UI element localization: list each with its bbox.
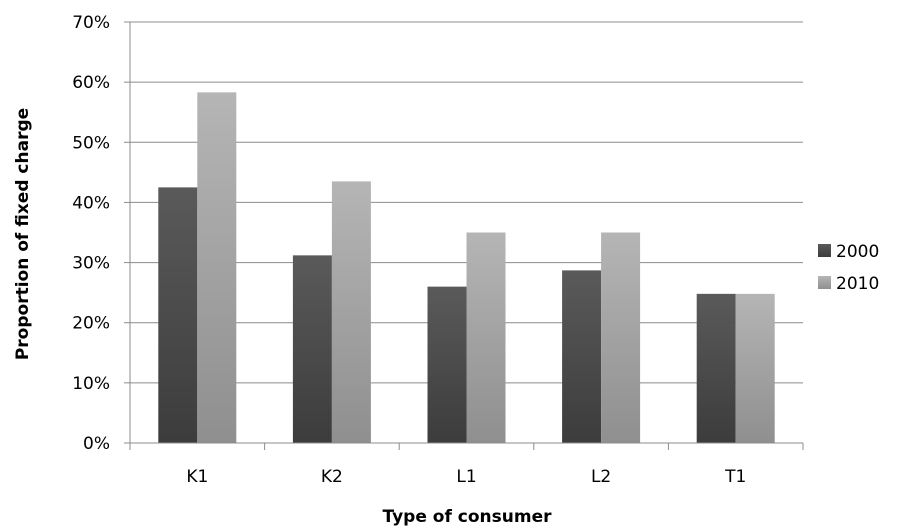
y-tick-label: 30% [72, 254, 110, 274]
y-tick-label: 0% [83, 434, 110, 454]
bar-2010-T1 [735, 293, 775, 443]
y-tick-label: 70% [72, 13, 110, 33]
axes [129, 22, 804, 450]
bar-2000-T1 [696, 293, 736, 443]
bar-2010-L1 [466, 232, 506, 443]
bar-2010-K2 [331, 181, 371, 443]
legend-label-2010: 2010 [836, 274, 879, 294]
x-tick-label: L2 [591, 467, 611, 487]
bars [158, 92, 775, 444]
y-tick-label: 10% [72, 374, 110, 394]
legend-swatch-2000 [818, 244, 831, 257]
x-tick-label: K2 [321, 467, 343, 487]
y-tick-label: 20% [72, 314, 110, 334]
x-tick-label: L1 [456, 467, 476, 487]
y-tick-label: 40% [72, 193, 110, 213]
legend: 2000 2010 [818, 242, 879, 294]
x-tick-labels: K1 K2 L1 L2 T1 [186, 467, 746, 487]
x-axis-title: Type of consumer [383, 507, 553, 527]
x-tick-label: T1 [724, 467, 746, 487]
y-axis-title: Proportion of fixed charge [13, 108, 33, 360]
legend-swatch-2010 [818, 276, 831, 289]
legend-label-2000: 2000 [836, 242, 879, 262]
bar-2000-L1 [427, 286, 467, 443]
bar-2000-K1 [158, 187, 198, 443]
bar-2000-K2 [292, 255, 332, 443]
bar-2000-L2 [562, 270, 602, 443]
y-tick-label: 60% [72, 73, 110, 93]
bar-2010-K1 [197, 92, 237, 444]
x-tick-label: K1 [186, 467, 208, 487]
bar-2010-L2 [601, 232, 641, 443]
y-tick-labels: 0% 10% 20% 30% 40% 50% 60% 70% [72, 13, 110, 454]
y-tick-label: 50% [72, 133, 110, 153]
